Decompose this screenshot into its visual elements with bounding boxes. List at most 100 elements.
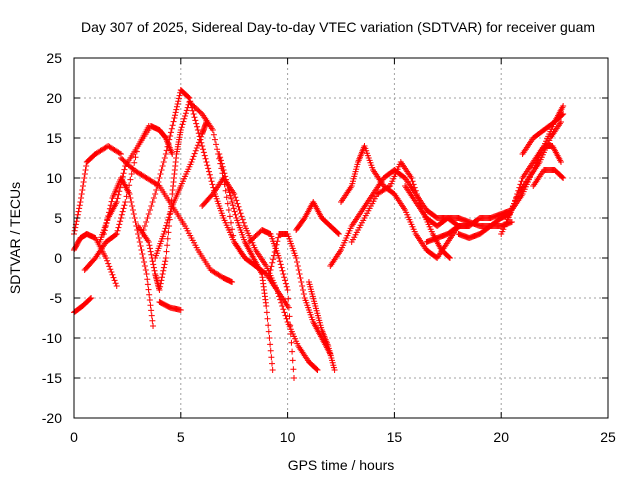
data-point [209, 127, 216, 133]
data-point [287, 331, 294, 337]
data-point [279, 267, 286, 274]
y-tick-label: 25 [46, 50, 62, 66]
data-point [72, 224, 79, 231]
data-point [413, 191, 420, 197]
data-point [117, 218, 124, 225]
data-point [232, 194, 239, 201]
data-point [132, 219, 139, 225]
data-point [167, 208, 174, 215]
x-axis-label: GPS time / hours [288, 457, 395, 473]
data-point [166, 136, 173, 143]
data-point [200, 146, 207, 153]
data-point [213, 141, 220, 148]
data-point [290, 366, 297, 373]
data-point [410, 181, 417, 188]
data-point [141, 223, 148, 229]
data-point [119, 208, 126, 215]
data-point [143, 271, 150, 277]
data-point [279, 303, 286, 309]
data-point [151, 267, 158, 274]
data-point [282, 312, 289, 319]
data-point [287, 322, 294, 329]
series-arc-z [530, 167, 567, 189]
y-axis-label: SDTVAR / TECUs [7, 182, 23, 294]
data-point [132, 154, 139, 161]
data-point [75, 208, 82, 215]
data-point [103, 255, 110, 261]
data-point [118, 211, 125, 218]
data-point [172, 112, 179, 119]
data-point [229, 279, 236, 285]
data-point [177, 127, 184, 133]
data-point [160, 264, 167, 271]
data-point [294, 263, 301, 269]
data-point [236, 207, 243, 213]
data-point [192, 117, 199, 124]
data-point [186, 95, 193, 101]
data-point [275, 234, 282, 241]
data-point [272, 245, 279, 252]
data-point [179, 121, 186, 128]
data-point [289, 357, 296, 364]
data-point [156, 287, 163, 293]
data-point [274, 290, 281, 297]
data-point [207, 175, 214, 181]
data-point [146, 242, 153, 249]
data-point [335, 230, 342, 237]
data-point [76, 202, 83, 209]
data-point [269, 259, 276, 266]
data-point [130, 211, 137, 217]
data-point [182, 110, 189, 117]
data-point [109, 271, 116, 278]
data-point [163, 222, 170, 229]
data-point [194, 142, 201, 149]
data-point [225, 207, 232, 213]
data-point [142, 267, 149, 273]
y-tick-label: 20 [46, 90, 62, 106]
data-point [208, 178, 215, 185]
data-point [226, 213, 233, 220]
data-point [203, 159, 210, 165]
data-point [231, 208, 238, 215]
data-point [162, 151, 169, 157]
data-point [411, 184, 418, 191]
plot-frame [73, 57, 609, 419]
data-point [559, 111, 566, 118]
data-point [220, 167, 227, 173]
data-point [267, 267, 274, 273]
data-point [166, 211, 173, 218]
data-point [314, 367, 321, 373]
data-point [226, 189, 233, 196]
data-point [508, 219, 515, 225]
data-point [149, 317, 156, 324]
data-point [145, 211, 152, 217]
data-point [190, 153, 197, 160]
data-point [145, 286, 152, 293]
data-point [116, 188, 123, 195]
data-point [115, 224, 122, 231]
data-point [211, 136, 218, 143]
data-point [229, 202, 236, 209]
data-point [224, 200, 231, 207]
series-arc-d [81, 123, 152, 273]
data-point [280, 306, 287, 313]
data-point [205, 165, 212, 172]
data-point [159, 271, 166, 277]
data-point [296, 271, 303, 277]
data-point [177, 307, 184, 313]
series-arc-q [305, 279, 338, 373]
data-point [78, 195, 85, 201]
data-point [183, 107, 190, 114]
data-point [229, 226, 236, 233]
data-point [113, 199, 120, 205]
data-point [239, 216, 246, 223]
data-point [267, 347, 274, 354]
data-point [238, 213, 245, 220]
data-point [191, 150, 198, 157]
data-point [291, 375, 298, 381]
data-point [162, 225, 169, 232]
data-point [81, 171, 88, 177]
data-point [192, 147, 199, 154]
data-point [560, 103, 567, 109]
data-point [214, 146, 221, 153]
